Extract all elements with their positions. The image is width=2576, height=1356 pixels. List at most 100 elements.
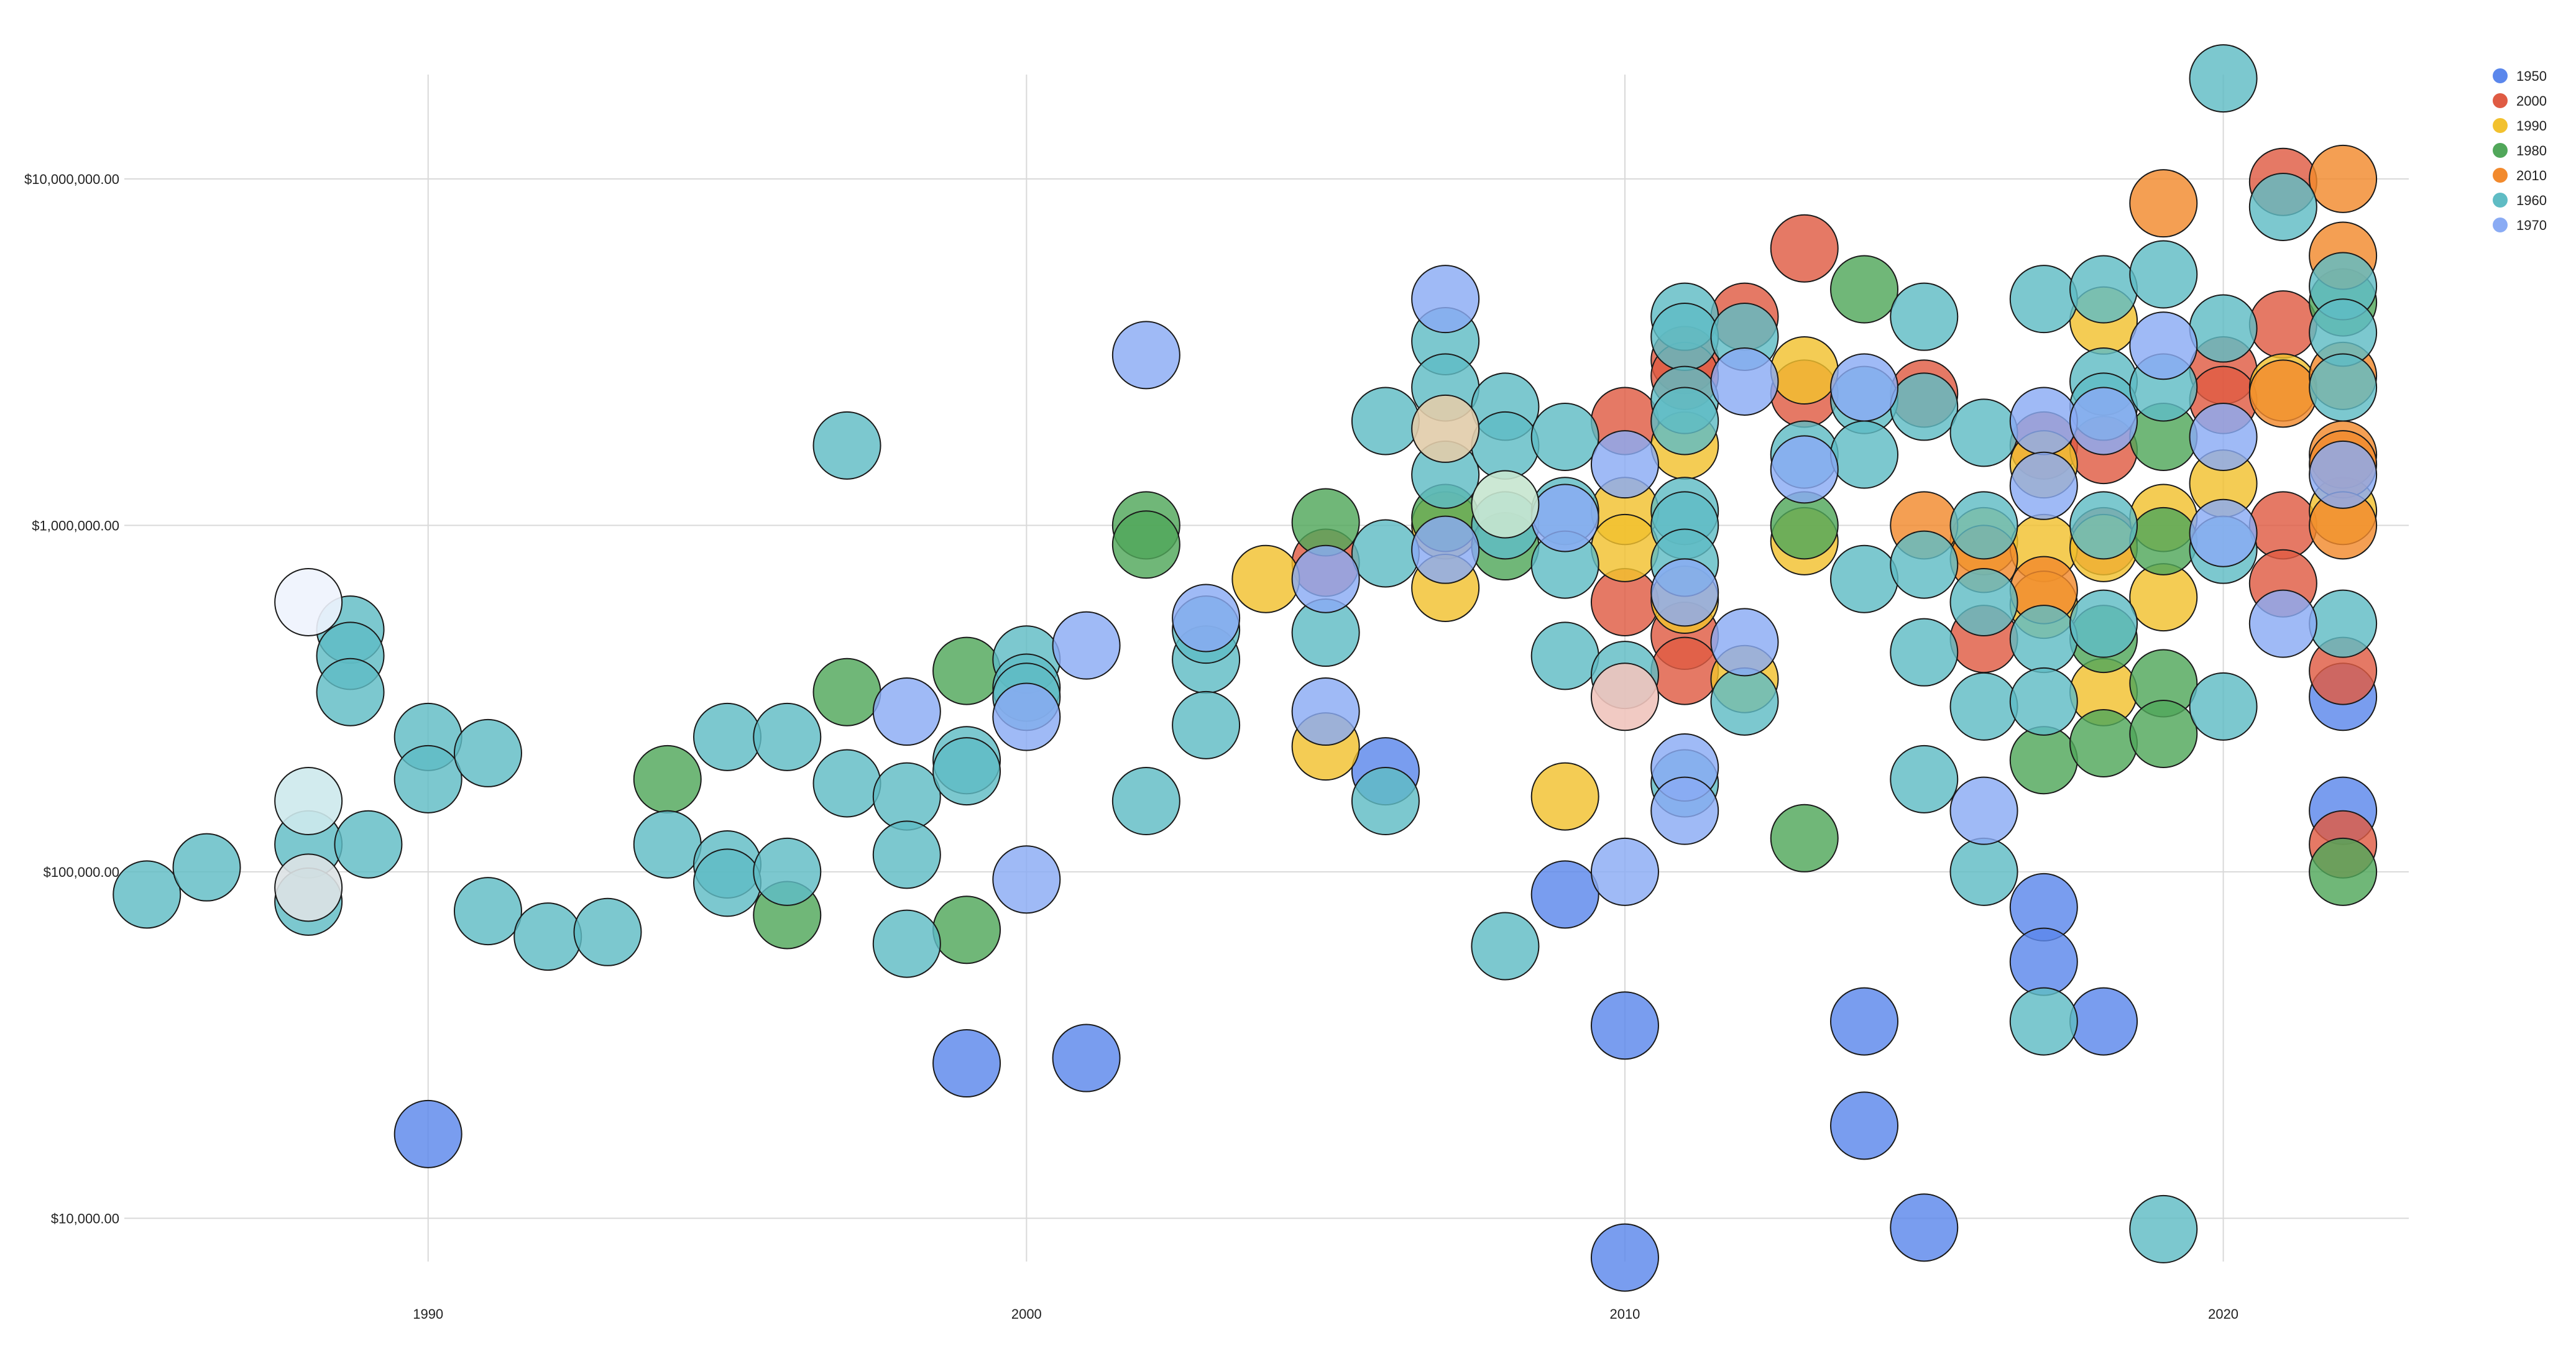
data-point-1960 (1530, 621, 1599, 690)
data-point-1970 (1590, 430, 1659, 499)
data-point-1980 (633, 744, 702, 813)
data-point-1970 (992, 682, 1061, 751)
data-point-1980 (2009, 726, 2078, 795)
data-point-1960 (1710, 667, 1779, 736)
data-point-1960 (453, 718, 522, 787)
data-point-2010 (2129, 169, 2198, 238)
data-point-1960 (812, 749, 881, 818)
x-tick-label: 2020 (2208, 1306, 2238, 1322)
y-tick-label: $100,000.00 (44, 864, 119, 880)
data-point-1960 (1650, 387, 1719, 456)
data-point-1950 (1530, 860, 1599, 929)
data-point-1980 (2129, 506, 2198, 575)
data-point-1960 (633, 810, 702, 879)
data-points (113, 44, 2378, 1292)
data-point-1960 (1830, 544, 1899, 613)
data-point-1970 (1830, 353, 1899, 422)
data-point-1960 (753, 702, 822, 771)
data-point-1970 (2009, 451, 2078, 520)
data-point-1960 (1351, 767, 1420, 836)
data-point-2010 (2309, 144, 2378, 213)
data-point-1960 (1949, 491, 2018, 560)
data-point-1960 (1530, 403, 1599, 472)
data-point-1950 (1830, 987, 1899, 1056)
data-point-1960 (1830, 420, 1899, 489)
data-point-1960 (1471, 912, 1540, 981)
data-point-1970 (2189, 498, 2258, 567)
data-point-1950 (932, 1029, 1001, 1098)
data-point-1960 (1471, 411, 1540, 480)
data-point-2000 (2248, 491, 2317, 560)
data-point-1970 (2189, 403, 2258, 472)
legend-label: 1980 (2516, 143, 2547, 158)
data-point-1980 (1770, 804, 1839, 873)
data-point-1960 (2009, 605, 2078, 674)
legend-swatch (2493, 143, 2508, 158)
data-point-1960 (2009, 265, 2078, 334)
data-point-1960 (334, 810, 403, 879)
data-point-1960 (2069, 491, 2138, 560)
legend-label: 1960 (2516, 193, 2547, 208)
data-point-1990 (1590, 513, 1659, 582)
data-point-1970 (2309, 440, 2378, 509)
legend-swatch (2493, 193, 2508, 208)
data-point-1960 (2069, 589, 2138, 658)
data-point-1970 (1590, 837, 1659, 906)
data-point-1960 (872, 762, 941, 831)
data-point-1960 (2189, 44, 2258, 113)
legend-swatch (2493, 218, 2508, 232)
data-point-1990 (1530, 762, 1599, 831)
data-point-1960 (1890, 530, 1959, 599)
data-point-1980 (1111, 510, 1180, 579)
data-point-1980 (812, 657, 881, 726)
data-point-highlighted (274, 853, 343, 922)
data-point-1960 (316, 657, 385, 726)
data-point-1970 (2009, 387, 2078, 456)
data-point-1970 (1530, 483, 1599, 552)
data-point-1950 (393, 1099, 462, 1168)
data-point-1970 (2129, 311, 2198, 380)
data-point-1960 (872, 820, 941, 889)
data-point-1950 (1052, 1024, 1121, 1093)
data-point-1960 (693, 848, 762, 917)
legend-label: 2010 (2516, 168, 2547, 183)
data-point-1970 (1710, 347, 1779, 416)
data-point-1960 (1949, 568, 2018, 637)
data-point-1960 (1890, 618, 1959, 687)
data-point-highlighted (1471, 470, 1540, 539)
data-point-1980 (932, 636, 1001, 705)
data-point-1980 (2129, 699, 2198, 768)
data-point-1960 (393, 744, 462, 813)
data-point-1950 (1890, 1193, 1959, 1262)
data-point-1950 (1590, 991, 1659, 1060)
data-point-1960 (2248, 172, 2317, 241)
data-point-1960 (1890, 372, 1959, 441)
legend-label: 1950 (2516, 68, 2547, 84)
data-point-1990 (1770, 336, 1839, 405)
x-tick-label: 2010 (1609, 1306, 1640, 1322)
legend-swatch (2493, 68, 2508, 83)
data-point-1960 (2009, 987, 2078, 1056)
data-point-1970 (872, 677, 941, 746)
data-point-highlighted (1411, 394, 1480, 463)
data-point-1960 (872, 909, 941, 978)
data-point-1960 (2189, 672, 2258, 741)
data-point-1980 (2309, 837, 2378, 906)
data-point-1960 (1890, 744, 1959, 813)
data-point-1970 (1650, 558, 1719, 627)
data-point-1980 (1830, 255, 1899, 324)
data-point-1970 (1949, 776, 2018, 845)
y-tick-label: $10,000,000.00 (24, 172, 119, 187)
legend: 1950 2000 1990 1980 2010 1960 1970 (2493, 68, 2547, 233)
data-point-1970 (1411, 265, 1480, 334)
data-point-1960 (753, 837, 822, 906)
data-point-1960 (1890, 282, 1959, 351)
data-point-1960 (2069, 255, 2138, 324)
data-point-1970 (1052, 611, 1121, 680)
data-point-2010 (2248, 359, 2317, 428)
data-point-1960 (2129, 240, 2198, 309)
data-point-1950 (1830, 1091, 1899, 1160)
x-tick-label: 1990 (413, 1306, 443, 1322)
axis-labels: 1990 2000 2010 2020 $10,000.00 $100,000.00 $1,… (24, 172, 2238, 1322)
